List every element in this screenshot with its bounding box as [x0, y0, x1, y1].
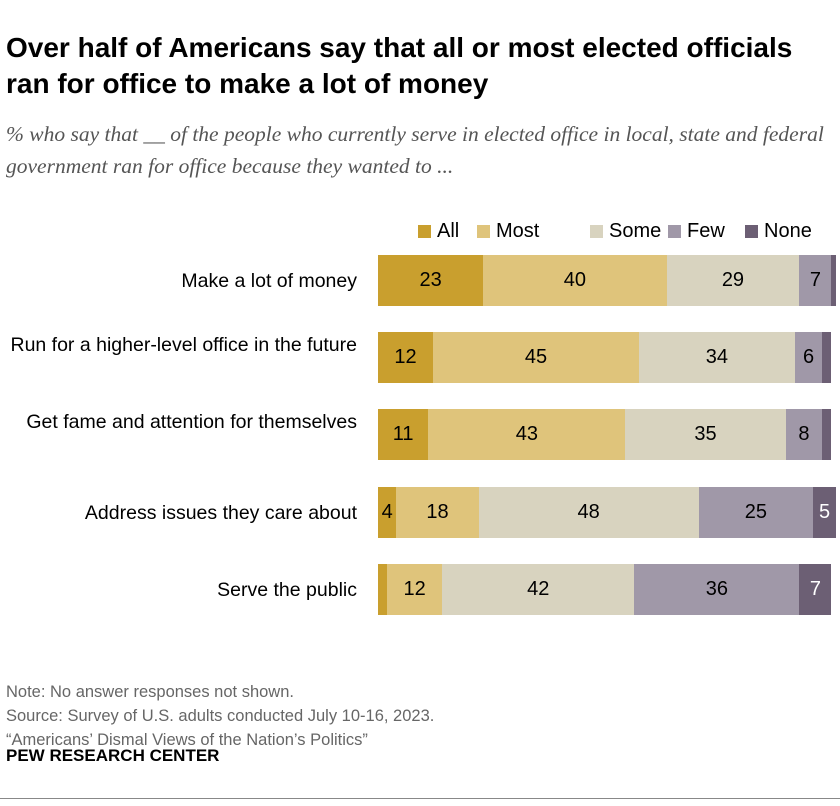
bar-segment-most: 12 — [387, 564, 443, 615]
source-text: Source: Survey of U.S. adults conducted … — [6, 707, 435, 725]
legend-item-all: All — [418, 220, 459, 243]
data-label: 18 — [426, 501, 449, 523]
report-text: “Americans’ Dismal Views of the Nation’s… — [6, 731, 368, 749]
legend-swatch — [745, 225, 758, 238]
chart-title: Over half of Americans say that all or m… — [6, 32, 793, 99]
category-label: Make a lot of money — [181, 269, 357, 292]
bar-segment-none — [822, 409, 832, 460]
bar-segment-none: 7 — [799, 564, 832, 615]
legend-swatch — [418, 225, 431, 238]
category-label: Get fame and attention for themselves — [26, 410, 357, 433]
bar-segment-few: 7 — [799, 255, 832, 306]
legend-label: Few — [687, 220, 725, 242]
bar-segment-all: 11 — [378, 409, 429, 460]
category-label: Address issues they care about — [84, 501, 357, 524]
data-label: 25 — [744, 501, 767, 523]
data-label: 12 — [394, 346, 417, 368]
data-label: 5 — [818, 501, 831, 523]
bar-segment-most: 40 — [483, 255, 667, 306]
bar-segment-few: 25 — [698, 487, 814, 538]
data-label: 8 — [798, 423, 810, 445]
category-label: Run for a higher-level office in the fut… — [10, 333, 357, 356]
legend-swatch — [477, 225, 490, 238]
chart-subtitle: % who say that __ of the people who curr… — [6, 122, 824, 178]
bar-segment-some: 29 — [666, 255, 800, 306]
legend-item-few: Few — [668, 220, 725, 243]
legend-label: Most — [496, 220, 540, 242]
legend-item-some: Some — [590, 220, 661, 243]
bar-segment-all: 12 — [378, 332, 433, 383]
bar-segment-all: 23 — [378, 255, 484, 306]
data-label: 35 — [694, 423, 717, 445]
legend-label: All — [437, 220, 460, 242]
bar-segment-some: 48 — [478, 487, 699, 538]
bar-segment-few: 36 — [634, 564, 800, 615]
bottom-divider — [0, 798, 840, 799]
data-label: 45 — [524, 346, 548, 368]
legend-label: Some — [609, 220, 662, 242]
bar-segment-most: 45 — [432, 332, 640, 383]
bar-segment-most: 43 — [428, 409, 626, 460]
data-label: 48 — [577, 501, 600, 523]
data-label: 34 — [705, 346, 729, 368]
legend-swatch — [590, 225, 603, 238]
bar-segment-none — [831, 255, 836, 306]
bar-segment-some: 42 — [442, 564, 635, 615]
bar-segment-none: 5 — [813, 487, 836, 538]
bar-segment-some: 34 — [639, 332, 795, 383]
bar-segment-few: 6 — [794, 332, 823, 383]
data-label: 11 — [392, 423, 414, 445]
data-label: 7 — [809, 578, 821, 600]
bar-segment-none — [822, 332, 832, 383]
data-label: 23 — [419, 269, 442, 291]
bar-segment-all — [378, 564, 388, 615]
data-label: 7 — [809, 269, 821, 291]
legend-label: None — [764, 220, 812, 242]
data-label: 29 — [721, 269, 745, 291]
data-label: 6 — [802, 346, 815, 368]
bar-segment-some: 35 — [625, 409, 786, 460]
bar-segment-few: 8 — [785, 409, 823, 460]
bar-segment-all: 4 — [378, 487, 397, 538]
data-label: 4 — [381, 501, 393, 523]
bar-segment-most: 18 — [396, 487, 479, 538]
legend-item-most: Most — [477, 220, 539, 243]
data-label: 42 — [527, 578, 550, 600]
legend-item-none: None — [745, 220, 812, 243]
note-text: Note: No answer responses not shown. — [6, 683, 294, 701]
category-label: Serve the public — [217, 578, 357, 601]
data-label: 43 — [515, 423, 538, 445]
notes: Note: No answer responses not shown. Sou… — [6, 680, 434, 752]
data-label: 36 — [705, 578, 729, 600]
data-label: 40 — [563, 269, 587, 291]
org-logo-text: PEW RESEARCH CENTER — [6, 746, 220, 765]
data-label: 12 — [403, 578, 426, 600]
legend-swatch — [668, 225, 681, 238]
